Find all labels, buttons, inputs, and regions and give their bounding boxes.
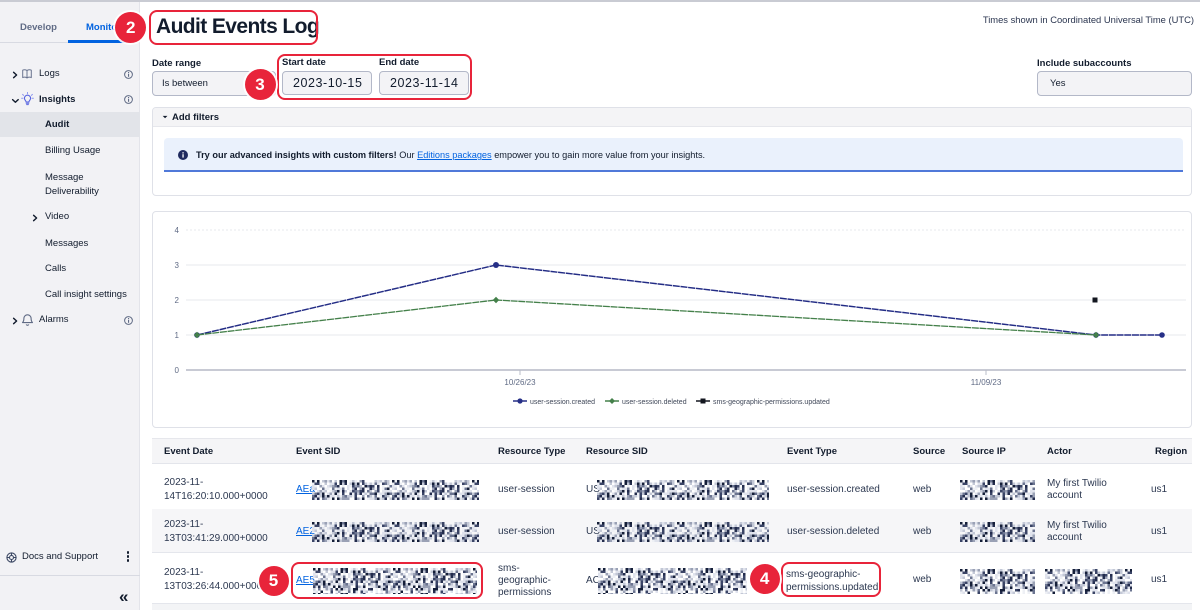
svg-text:user-session.deleted: user-session.deleted: [622, 399, 687, 406]
svg-text:user-session.created: user-session.created: [530, 399, 595, 406]
svg-text:1: 1: [175, 331, 180, 340]
svg-text:11/09/23: 11/09/23: [971, 378, 1002, 387]
svg-text:10/26/23: 10/26/23: [504, 378, 536, 387]
svg-text:sms-geographic-permissions.upd: sms-geographic-permissions.updated: [713, 399, 830, 406]
svg-text:0: 0: [175, 366, 180, 375]
svg-text:3: 3: [175, 261, 180, 270]
svg-text:4: 4: [175, 226, 180, 235]
svg-text:2: 2: [175, 296, 180, 305]
